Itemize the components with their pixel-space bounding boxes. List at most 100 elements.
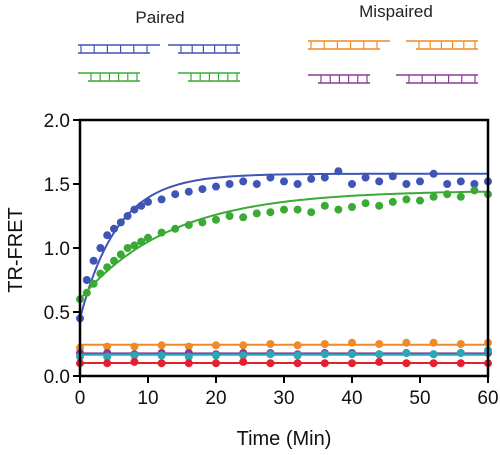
data-point	[184, 359, 193, 368]
legend-title-paired: Paired	[135, 8, 184, 27]
data-point	[348, 359, 356, 368]
data-point	[103, 359, 112, 368]
data-point	[171, 190, 180, 199]
data-point	[144, 197, 152, 206]
data-point	[157, 351, 166, 360]
data-point	[375, 201, 384, 210]
data-point	[402, 359, 411, 368]
data-point	[456, 192, 465, 201]
data-point	[470, 180, 479, 188]
data-point	[137, 237, 146, 246]
duplex-glyph	[78, 44, 160, 54]
data-point	[89, 279, 98, 288]
data-point	[116, 218, 125, 227]
plot-frame	[78, 118, 490, 378]
data-point	[348, 203, 356, 211]
data-point	[252, 180, 261, 188]
data-point	[266, 173, 275, 182]
data-point	[239, 351, 248, 360]
x-tick-label: 20	[205, 388, 226, 409]
data-point	[103, 342, 112, 351]
duplex-glyph	[168, 44, 240, 54]
duplex-glyph	[396, 74, 478, 84]
data-point	[280, 177, 288, 186]
data-point	[320, 201, 329, 210]
data-point	[103, 263, 112, 272]
legend: Paired Mispaired	[78, 2, 478, 84]
x-tick-label: 0	[75, 388, 86, 409]
data-point	[266, 208, 275, 217]
data-point	[293, 359, 302, 368]
fit-line	[79, 172, 488, 319]
x-tick-label: 10	[137, 388, 158, 409]
data-point	[184, 342, 193, 351]
data-point	[293, 205, 302, 214]
data-point	[334, 205, 343, 214]
legend-glyphs	[78, 40, 478, 84]
data-point	[361, 173, 370, 182]
series-2	[76, 338, 492, 352]
data-point	[402, 338, 411, 347]
data-point	[239, 341, 248, 350]
data-point	[266, 350, 275, 359]
x-tick-label: 30	[273, 388, 294, 409]
data-point	[429, 192, 438, 201]
data-point	[252, 209, 261, 218]
data-point	[184, 352, 193, 361]
data-point	[239, 213, 248, 222]
x-tick-label: 60	[477, 388, 498, 409]
data-point	[130, 357, 139, 366]
data-point	[388, 197, 397, 206]
data-point	[130, 241, 139, 250]
duplex-glyph	[406, 40, 478, 50]
data-point	[212, 341, 220, 350]
data-point	[293, 341, 302, 350]
data-point	[402, 180, 411, 188]
data-point	[110, 256, 118, 265]
data-point	[137, 201, 146, 210]
data-point	[157, 341, 166, 350]
data-point	[456, 177, 465, 186]
data-point	[320, 340, 329, 348]
data-point	[293, 180, 302, 188]
x-tick-label: 50	[409, 388, 430, 409]
legend-title-mispaired: Mispaired	[359, 2, 433, 21]
plot-area: 0 10 20 30 40 50 60 0.0 0.5 1.0 1.5 2.0	[44, 111, 499, 409]
series-layer	[76, 167, 492, 368]
data-point	[293, 351, 302, 360]
duplex-glyph	[78, 72, 140, 82]
data-point	[239, 177, 248, 186]
data-point	[82, 288, 91, 297]
series-3	[76, 349, 492, 359]
data-point	[96, 244, 105, 252]
data-point	[171, 224, 180, 233]
data-point	[320, 359, 329, 368]
x-tick-label: 40	[341, 388, 362, 409]
data-point	[198, 185, 207, 194]
data-point	[375, 340, 384, 348]
data-point	[130, 205, 139, 214]
data-point	[212, 215, 220, 224]
data-point	[443, 190, 452, 199]
data-point	[110, 224, 118, 233]
data-point	[103, 231, 112, 240]
data-point	[470, 186, 479, 195]
data-point	[130, 351, 139, 360]
data-point	[375, 357, 384, 366]
data-point	[89, 256, 98, 265]
data-point	[443, 180, 452, 188]
y-axis-title: TR-FRET	[5, 207, 27, 293]
series-0	[76, 167, 492, 323]
data-point	[82, 276, 91, 284]
data-point	[402, 349, 411, 357]
data-point	[402, 195, 411, 204]
y-tick-label: 1.5	[44, 175, 70, 196]
data-point	[320, 350, 329, 359]
x-axis-title: Time (Min)	[237, 428, 332, 450]
y-tick-label: 0.5	[44, 303, 70, 324]
data-point	[348, 180, 356, 188]
data-point	[375, 350, 384, 359]
data-point	[157, 228, 166, 237]
data-point	[266, 359, 275, 368]
data-point	[144, 233, 152, 242]
